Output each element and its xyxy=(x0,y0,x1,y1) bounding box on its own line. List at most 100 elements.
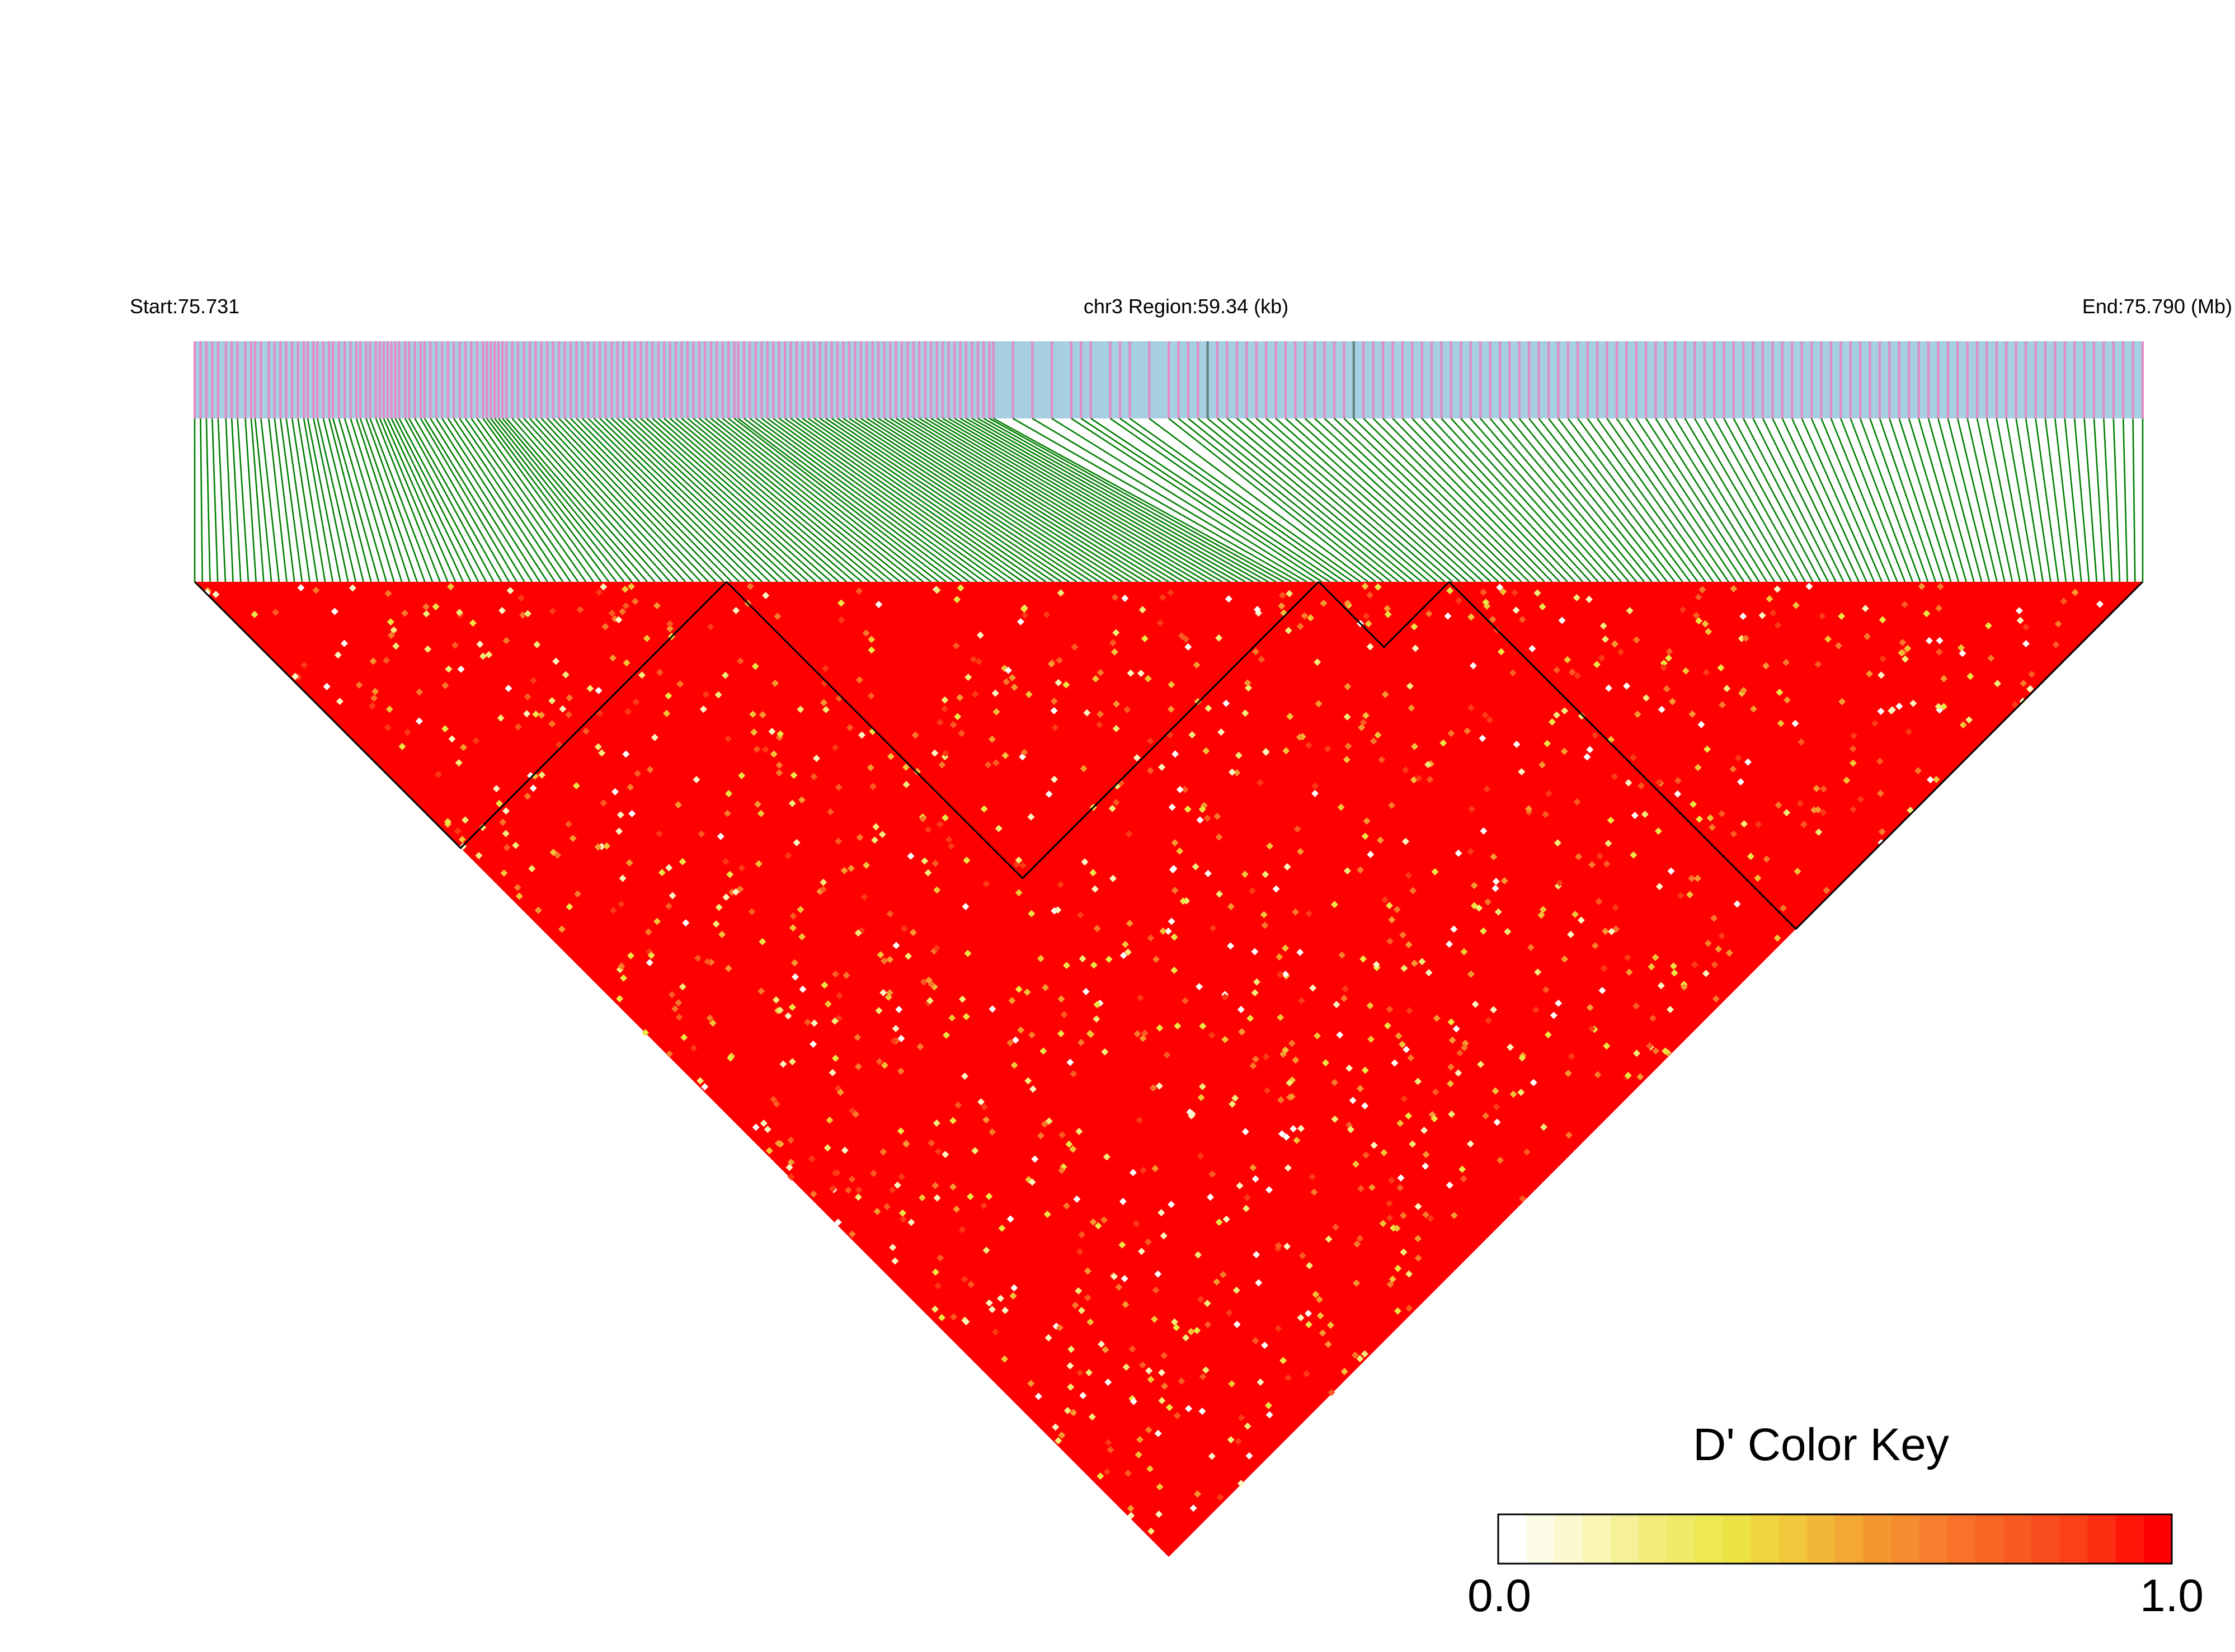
ld-cell xyxy=(566,694,573,702)
ld-cell xyxy=(384,723,392,731)
ld-cell xyxy=(914,768,921,775)
ld-cell xyxy=(594,843,602,851)
ld-cell xyxy=(1160,1352,1168,1359)
snp-connector-line xyxy=(506,418,648,582)
ld-cell xyxy=(1396,1184,1404,1192)
ld-cell xyxy=(485,651,493,658)
snp-connector-line xyxy=(1927,418,1975,582)
snp-connector-line xyxy=(813,417,1055,583)
ld-cell xyxy=(1077,1039,1085,1047)
ld-cell xyxy=(964,949,972,957)
ld-cell xyxy=(1057,589,1065,597)
ld-cell xyxy=(822,706,830,714)
snp-connector-line xyxy=(1450,418,1599,582)
ld-cell xyxy=(893,1181,901,1189)
ld-cell xyxy=(1255,1279,1263,1287)
snp-connector-line xyxy=(1810,418,1883,582)
ld-cell xyxy=(538,711,545,719)
snp-connector-line xyxy=(230,418,242,582)
snp-connector-line xyxy=(704,417,909,583)
ld-cell xyxy=(472,737,480,745)
ld-cell xyxy=(926,997,934,1005)
snp-connector-line xyxy=(1285,418,1469,582)
ld-cell xyxy=(505,684,512,692)
ld-cell xyxy=(1154,1429,1162,1437)
ld-cell xyxy=(1079,955,1086,963)
snp-connector-line xyxy=(237,418,250,582)
ld-cell xyxy=(1045,790,1053,798)
ld-cell xyxy=(1197,1296,1204,1303)
snp-connector-line xyxy=(1382,418,1545,582)
ld-cell xyxy=(595,589,603,596)
ld-cell xyxy=(1087,1030,1095,1038)
ld-cell xyxy=(1353,1240,1361,1248)
ld-cell xyxy=(810,1041,817,1048)
ld-cell xyxy=(1062,681,1070,689)
ld-cell xyxy=(524,792,531,800)
ld-cell xyxy=(1305,1321,1312,1329)
ld-cell xyxy=(1206,1193,1214,1201)
snp-connector-line xyxy=(796,417,1031,583)
ld-cell xyxy=(1236,1182,1244,1190)
ld-cell xyxy=(976,631,984,639)
snp-connector-line xyxy=(1820,418,1890,582)
ld-cell xyxy=(1095,721,1104,729)
ld-cell xyxy=(1518,615,1526,623)
ld-cell xyxy=(1302,1370,1310,1378)
haplotype-block-outline xyxy=(1318,581,1450,648)
ld-cell xyxy=(665,902,672,910)
snp-connector-line xyxy=(379,418,449,582)
snp-connector-line xyxy=(849,417,1100,583)
color-key-swatch xyxy=(1526,1514,1555,1564)
ld-cell xyxy=(392,642,400,650)
region-end-label: End:75.790 (Mb) xyxy=(2082,295,2232,318)
snp-connector-line xyxy=(773,417,1001,583)
ld-cell xyxy=(638,671,646,679)
ld-cell xyxy=(797,906,804,914)
ld-cell xyxy=(902,763,910,771)
ld-cell xyxy=(1003,678,1010,686)
ld-cell xyxy=(1189,1504,1197,1512)
ld-cell xyxy=(1202,747,1210,755)
snp-connector-line xyxy=(1626,418,1737,582)
snp-connector-line xyxy=(1567,418,1691,582)
ld-cell xyxy=(892,1025,900,1033)
ld-cell xyxy=(355,681,363,689)
ld-cell xyxy=(619,874,627,882)
ld-cell xyxy=(1058,1131,1066,1139)
snp-connector-line xyxy=(860,417,1116,583)
color-key-swatch xyxy=(1610,1514,1639,1564)
haplotype-block-outline xyxy=(726,581,1320,879)
ld-cell xyxy=(666,625,674,633)
ld-cell xyxy=(1332,1223,1340,1231)
ld-cell xyxy=(1045,1117,1053,1125)
ld-cell xyxy=(797,705,804,713)
ld-cell xyxy=(1265,1411,1273,1419)
snp-connector-line xyxy=(338,418,387,582)
ld-cell xyxy=(1492,878,1500,886)
ld-cell xyxy=(1315,1296,1323,1303)
color-key-min-label: 0.0 xyxy=(1467,1570,1531,1621)
snp-connector-line xyxy=(464,418,579,582)
ld-cell xyxy=(1460,1175,1467,1183)
snp-connector-line xyxy=(1596,418,1714,582)
ld-cell xyxy=(1450,1212,1458,1220)
ld-cell xyxy=(1245,1452,1253,1460)
ld-cell xyxy=(1124,948,1132,956)
ld-cell xyxy=(886,956,894,963)
ld-cell xyxy=(517,594,525,602)
ld-cell xyxy=(1538,761,1546,769)
ld-cell xyxy=(1397,1174,1405,1182)
color-key-swatch xyxy=(2031,1514,2060,1564)
ld-cell xyxy=(1060,1011,1068,1019)
snp-connector-line xyxy=(640,418,824,582)
ld-cell xyxy=(776,1006,784,1014)
ld-cell xyxy=(1108,804,1116,812)
ld-cell xyxy=(1081,858,1089,866)
snp-connector-line xyxy=(254,418,272,582)
ld-cell xyxy=(454,827,462,835)
snp-connector-line xyxy=(925,417,1200,583)
haplotype-block-outline xyxy=(194,581,727,849)
snp-connector-line xyxy=(1119,417,1353,583)
ld-cell xyxy=(1017,618,1024,625)
